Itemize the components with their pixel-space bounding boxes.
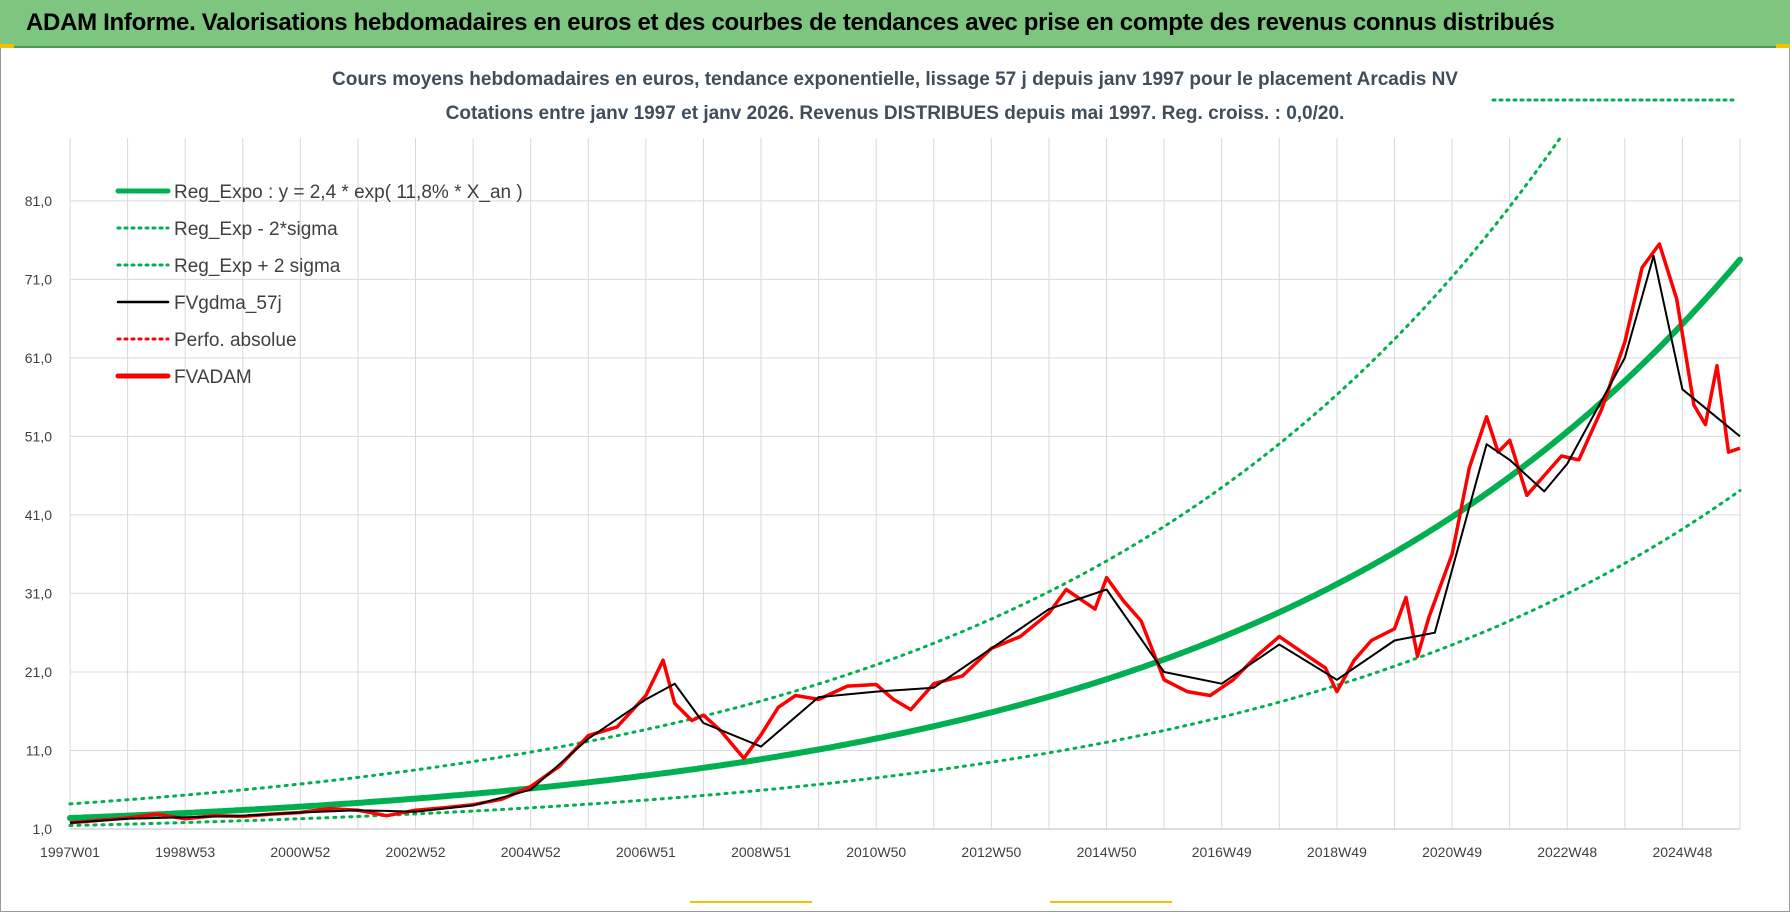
x-tick-label: 2022W48 bbox=[1537, 844, 1597, 860]
series-reg-plus-2sigma bbox=[68, 134, 1563, 806]
x-tick-label: 2020W49 bbox=[1422, 844, 1482, 860]
x-tick-label: 2010W50 bbox=[846, 844, 906, 860]
y-tick-label: 51,0 bbox=[25, 428, 52, 444]
x-tick-label: 2008W51 bbox=[731, 844, 791, 860]
legend-label: Reg_Expo : y = 2,4 * exp( 11,8% * X_an ) bbox=[174, 182, 523, 203]
x-tick-label: 2004W52 bbox=[501, 844, 561, 860]
series-group bbox=[67, 134, 1743, 827]
y-tick-label: 61,0 bbox=[25, 350, 52, 366]
x-tick-label: 2006W51 bbox=[616, 844, 676, 860]
y-axis-ticks: 1,0 11,0 21,0 31,0 41,0 51,0 61,0 71,0 81,0 bbox=[25, 193, 52, 837]
x-tick-label: 2002W52 bbox=[386, 844, 446, 860]
chart-title-line2: Cotations entre janv 1997 et janv 2026. … bbox=[446, 103, 1345, 124]
legend-label: Reg_Exp + 2 sigma bbox=[174, 256, 341, 277]
y-tick-label: 41,0 bbox=[25, 507, 52, 523]
y-tick-label: 21,0 bbox=[25, 664, 52, 680]
x-tick-label: 1998W53 bbox=[155, 844, 215, 860]
chart-area: Cours moyens hebdomadaires en euros, ten… bbox=[25, 69, 1743, 903]
x-tick-label: 2018W49 bbox=[1307, 844, 1367, 860]
x-tick-label: 2014W50 bbox=[1077, 844, 1137, 860]
series-fvgdma bbox=[69, 254, 1741, 824]
legend-label: FVgdma_57j bbox=[174, 293, 282, 314]
x-axis-ticks: 1997W01 1998W53 2000W52 2002W52 2004W52 2006W… bbox=[40, 844, 1713, 860]
x-tick-label: 2000W52 bbox=[270, 844, 330, 860]
y-tick-label: 1,0 bbox=[33, 821, 53, 837]
series-fvadam bbox=[69, 242, 1741, 825]
x-tick-label: 1997W01 bbox=[40, 844, 100, 860]
x-tick-label: 2012W50 bbox=[961, 844, 1021, 860]
y-tick-label: 11,0 bbox=[26, 742, 52, 758]
report-title: ADAM Informe. Valorisations hebdomadaire… bbox=[26, 9, 1555, 36]
y-tick-label: 71,0 bbox=[25, 271, 52, 287]
series-reg-minus-2sigma bbox=[68, 489, 1742, 827]
report-header: ADAM Informe. Valorisations hebdomadaire… bbox=[0, 0, 1790, 48]
x-tick-label: 2024W48 bbox=[1652, 844, 1712, 860]
corner-marker bbox=[1776, 44, 1790, 48]
series-reg-expo bbox=[67, 256, 1743, 821]
y-tick-label: 31,0 bbox=[25, 585, 52, 601]
gridlines bbox=[69, 138, 1741, 830]
y-tick-label: 81,0 bbox=[25, 193, 52, 209]
legend-label: Perfo. absolue bbox=[174, 330, 297, 351]
corner-marker bbox=[0, 44, 14, 48]
legend-label: FVADAM bbox=[174, 367, 252, 388]
x-tick-label: 2016W49 bbox=[1192, 844, 1252, 860]
chart-title-line1: Cours moyens hebdomadaires en euros, ten… bbox=[332, 69, 1458, 90]
legend: Reg_Expo : y = 2,4 * exp( 11,8% * X_an )… bbox=[115, 182, 523, 388]
legend-label: Reg_Exp - 2*sigma bbox=[174, 219, 338, 240]
